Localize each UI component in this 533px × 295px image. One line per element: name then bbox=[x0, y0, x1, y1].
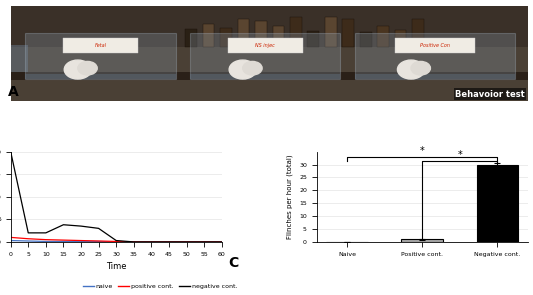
Text: C: C bbox=[228, 256, 238, 270]
Text: *: * bbox=[457, 150, 462, 160]
Text: NS injec: NS injec bbox=[255, 43, 275, 48]
Bar bbox=[355, 74, 515, 79]
Bar bbox=[395, 30, 407, 47]
Bar bbox=[412, 19, 424, 47]
Bar bbox=[377, 26, 389, 47]
Bar bbox=[11, 6, 528, 47]
Bar bbox=[255, 21, 266, 47]
Bar bbox=[272, 26, 284, 47]
Bar bbox=[477, 165, 518, 242]
Text: Positive Con: Positive Con bbox=[420, 43, 450, 48]
Bar bbox=[185, 29, 197, 47]
Circle shape bbox=[64, 60, 92, 79]
Bar bbox=[190, 33, 341, 79]
Circle shape bbox=[398, 60, 425, 79]
Bar bbox=[228, 38, 303, 53]
Bar bbox=[11, 72, 528, 81]
Bar bbox=[11, 45, 28, 72]
Bar bbox=[401, 239, 443, 242]
Bar bbox=[325, 17, 336, 47]
Bar bbox=[220, 28, 232, 47]
Text: *: * bbox=[420, 146, 424, 156]
Bar bbox=[63, 38, 138, 53]
Bar bbox=[355, 33, 515, 79]
Bar bbox=[203, 24, 214, 47]
Text: A: A bbox=[8, 85, 19, 99]
Circle shape bbox=[411, 61, 431, 75]
Bar bbox=[25, 33, 175, 79]
Legend: naive, positive cont., negative cont.: naive, positive cont., negative cont. bbox=[80, 281, 240, 292]
Bar bbox=[395, 38, 475, 53]
Circle shape bbox=[243, 61, 262, 75]
Text: Fetal: Fetal bbox=[94, 43, 107, 48]
Text: Behavoior test: Behavoior test bbox=[455, 90, 525, 99]
Bar bbox=[238, 19, 249, 47]
Bar bbox=[290, 17, 302, 47]
Circle shape bbox=[229, 60, 256, 79]
Bar bbox=[308, 31, 319, 47]
X-axis label: Time: Time bbox=[106, 262, 126, 271]
Bar bbox=[360, 32, 372, 47]
Bar bbox=[342, 19, 354, 47]
Y-axis label: Flinches per hour (total): Flinches per hour (total) bbox=[287, 155, 294, 239]
Bar bbox=[25, 74, 175, 79]
Circle shape bbox=[78, 61, 97, 75]
Bar bbox=[190, 74, 341, 79]
